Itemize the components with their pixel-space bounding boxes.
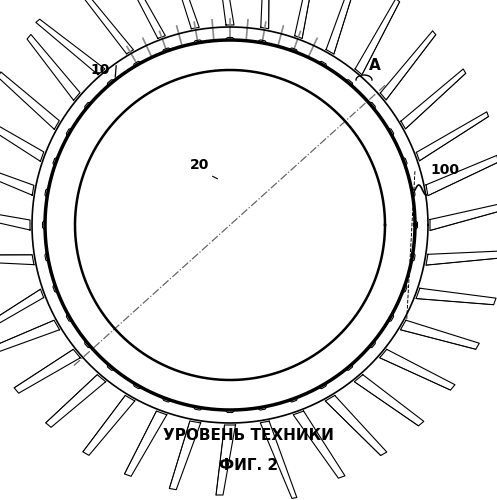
- Polygon shape: [83, 396, 135, 456]
- Polygon shape: [27, 34, 80, 100]
- Polygon shape: [166, 0, 199, 28]
- Polygon shape: [0, 72, 59, 130]
- Text: 20: 20: [190, 158, 210, 172]
- Polygon shape: [36, 19, 105, 74]
- Polygon shape: [14, 350, 81, 393]
- Polygon shape: [293, 411, 345, 478]
- Text: 100: 100: [430, 163, 459, 177]
- Text: A: A: [369, 58, 381, 72]
- Polygon shape: [380, 31, 436, 100]
- Polygon shape: [216, 425, 236, 495]
- Polygon shape: [416, 288, 496, 304]
- Polygon shape: [355, 0, 400, 74]
- Polygon shape: [0, 114, 44, 162]
- Polygon shape: [0, 160, 34, 195]
- Polygon shape: [401, 320, 479, 350]
- Polygon shape: [430, 203, 497, 230]
- Polygon shape: [426, 251, 497, 265]
- Polygon shape: [416, 112, 489, 161]
- Polygon shape: [325, 396, 387, 456]
- Polygon shape: [215, 0, 234, 25]
- Polygon shape: [380, 350, 455, 390]
- Polygon shape: [354, 374, 424, 426]
- Polygon shape: [125, 411, 167, 476]
- Text: 10: 10: [90, 63, 110, 77]
- Polygon shape: [74, 0, 134, 54]
- Text: ФИГ. 2: ФИГ. 2: [219, 458, 278, 472]
- Polygon shape: [401, 69, 466, 129]
- Polygon shape: [295, 0, 318, 38]
- Polygon shape: [426, 156, 497, 196]
- Polygon shape: [260, 421, 297, 498]
- Text: УРОВЕНЬ ТЕХНИКИ: УРОВЕНЬ ТЕХНИКИ: [163, 428, 334, 442]
- Polygon shape: [261, 0, 269, 28]
- Polygon shape: [0, 207, 30, 230]
- Polygon shape: [169, 421, 201, 490]
- Polygon shape: [0, 289, 44, 338]
- Polygon shape: [0, 320, 60, 354]
- Polygon shape: [326, 0, 358, 54]
- Polygon shape: [46, 374, 106, 428]
- Polygon shape: [118, 0, 166, 38]
- Polygon shape: [0, 255, 34, 264]
